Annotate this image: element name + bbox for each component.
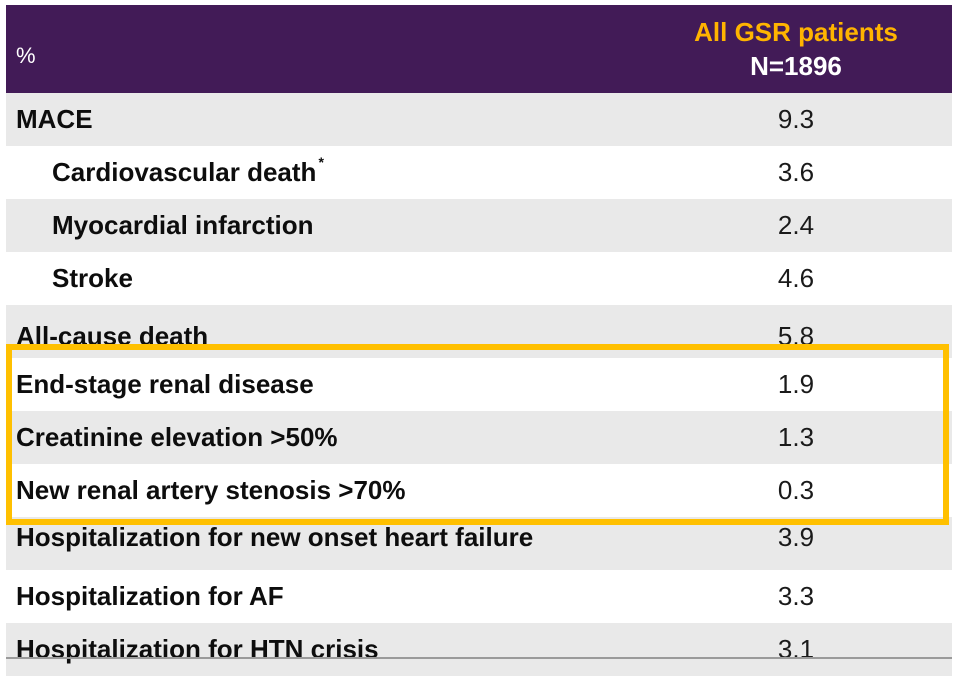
row-label-wrapper: Cardiovascular death * — [52, 146, 324, 199]
table-row-af-hospitalization: Hospitalization for AF 3.3 — [6, 570, 952, 623]
row-value: 4.6 — [777, 263, 815, 293]
row-value: 0.3 — [777, 475, 815, 505]
table-row-renal-artery-stenosis: New renal artery stenosis >70% 0.3 — [6, 464, 952, 517]
outcomes-table: % All GSR patients N=1896 MACE 9.3 Cardi… — [6, 5, 952, 676]
row-label: End-stage renal disease — [16, 369, 314, 399]
row-value: 3.6 — [777, 157, 815, 187]
table-row-cardiovascular-death: Cardiovascular death * 3.6 — [6, 146, 952, 199]
table-row-end-stage-renal-disease: End-stage renal disease 1.9 — [6, 358, 952, 411]
row-value: 2.4 — [777, 210, 815, 240]
row-value: 1.9 — [777, 369, 815, 399]
table-row-htn-crisis-hospitalization: Hospitalization for HTN crisis 3.1 — [6, 623, 952, 676]
row-label: Hospitalization for HTN crisis — [16, 634, 379, 664]
row-value: 9.3 — [777, 104, 815, 134]
row-value: 3.9 — [777, 522, 815, 552]
row-label: Stroke — [52, 263, 133, 293]
table-header: % All GSR patients N=1896 — [6, 5, 952, 93]
row-value: 3.1 — [777, 634, 815, 664]
row-label: Hospitalization for new onset heart fail… — [16, 522, 534, 552]
footnote-marker: * — [318, 154, 324, 170]
row-label: MACE — [16, 104, 93, 134]
row-value: 1.3 — [777, 422, 815, 452]
row-label: Creatinine elevation >50% — [16, 422, 338, 452]
row-value: 3.3 — [777, 581, 815, 611]
table-bottom-rule — [6, 657, 952, 659]
row-label: Hospitalization for AF — [16, 581, 284, 611]
table-row-stroke: Stroke 4.6 — [6, 252, 952, 305]
header-unit-label: % — [16, 43, 36, 68]
row-label: New renal artery stenosis >70% — [16, 475, 406, 505]
row-label: Cardiovascular death — [52, 157, 317, 187]
table-row-mace: MACE 9.3 — [6, 93, 952, 146]
table-row-creatinine-elevation: Creatinine elevation >50% 1.3 — [6, 411, 952, 464]
column-title: All GSR patients — [694, 17, 898, 47]
header-column: All GSR patients N=1896 — [636, 15, 956, 83]
renal-outcomes-highlight — [6, 344, 949, 525]
table-row-myocardial-infarction: Myocardial infarction 2.4 — [6, 199, 952, 252]
table-row-heart-failure-hospitalization: Hospitalization for new onset heart fail… — [6, 517, 952, 570]
column-sample-size: N=1896 — [750, 51, 842, 81]
row-label: Myocardial infarction — [52, 210, 314, 240]
